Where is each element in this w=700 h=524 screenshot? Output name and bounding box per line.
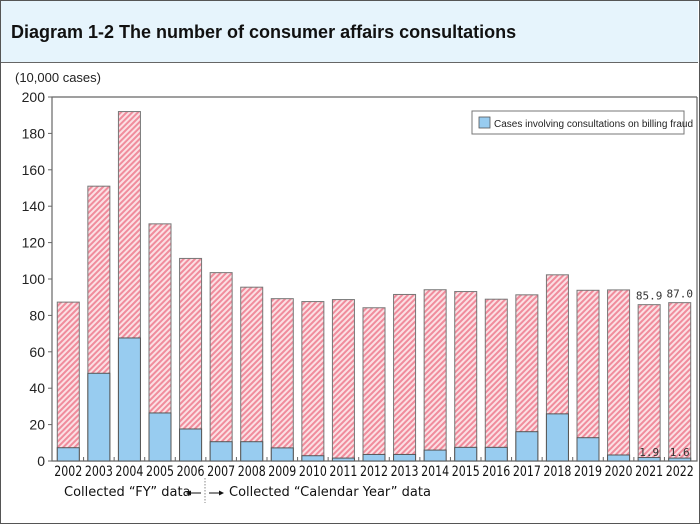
legend-box xyxy=(471,110,685,135)
bar-total-2002 xyxy=(56,301,80,462)
bar-total-2020 xyxy=(607,289,631,462)
x-tick-label: 2002 xyxy=(54,464,82,480)
x-tick-label: 2005 xyxy=(146,464,174,480)
bar-billing-fraud-2002 xyxy=(56,447,80,462)
bar-billing-fraud-2019 xyxy=(576,437,600,462)
bar-total-2019 xyxy=(576,289,600,462)
x-tick-label: 2006 xyxy=(177,464,205,480)
bar-billing-fraud-2017 xyxy=(515,431,539,462)
bar-total-2021 xyxy=(637,304,661,462)
bar-total-2013 xyxy=(393,293,417,462)
x-tick-label: 2007 xyxy=(207,464,235,480)
y-tick-label: 200 xyxy=(22,89,46,105)
chart-title: Diagram 1-2 The number of consumer affai… xyxy=(11,22,517,42)
calendar-year-data-note: Collected “Calendar Year” data xyxy=(229,485,431,500)
bar-total-2008 xyxy=(240,286,264,462)
x-tick-label: 2022 xyxy=(666,464,694,480)
bar-billing-fraud-2016 xyxy=(484,446,508,462)
x-tick-label: 2015 xyxy=(452,464,480,480)
fy-data-note: Collected “FY” data xyxy=(64,485,191,500)
bar-billing-fraud-2012 xyxy=(362,453,386,462)
data-label-total-2021: 85.9 xyxy=(636,290,663,303)
bar-billing-fraud-2020 xyxy=(607,454,631,462)
x-tick-label: 2017 xyxy=(513,464,541,480)
x-tick-label: 2004 xyxy=(115,464,143,480)
bar-total-2012 xyxy=(362,307,386,462)
x-tick-label: 2019 xyxy=(574,464,602,480)
y-tick-label: 120 xyxy=(22,235,46,251)
bar-billing-fraud-2006 xyxy=(179,428,203,462)
y-tick-label: 160 xyxy=(22,162,46,178)
bar-billing-fraud-2003 xyxy=(87,372,111,462)
bar-billing-fraud-2008 xyxy=(240,441,264,462)
x-tick-label: 2008 xyxy=(238,464,266,480)
x-tick-label: 2021 xyxy=(635,464,663,480)
data-label-total-2022: 87.0 xyxy=(666,288,693,301)
y-tick-label: 140 xyxy=(22,198,46,214)
bar-total-2010 xyxy=(301,301,325,462)
arrow-left-icon xyxy=(186,490,201,496)
x-tick-label: 2014 xyxy=(421,464,449,480)
data-label-billing-fraud-2021: 1.9 xyxy=(639,446,659,459)
y-tick-label: 40 xyxy=(29,380,45,396)
y-tick-label: 60 xyxy=(29,344,45,360)
bar-billing-fraud-2022 xyxy=(668,457,692,462)
x-tick-label: 2011 xyxy=(329,464,357,480)
bar-billing-fraud-2013 xyxy=(393,453,417,462)
x-tick-label: 2013 xyxy=(391,464,419,480)
bar-total-2014 xyxy=(423,289,447,462)
bar-billing-fraud-2009 xyxy=(270,447,294,462)
bar-total-2011 xyxy=(331,299,355,462)
bar-total-2016 xyxy=(484,298,508,462)
bar-total-2009 xyxy=(270,298,294,462)
bar-billing-fraud-2004 xyxy=(117,337,141,462)
x-tick-label: 2012 xyxy=(360,464,388,480)
y-tick-label: 80 xyxy=(29,307,45,323)
y-axis-unit-label: (10,000 cases) xyxy=(15,70,101,85)
bar-billing-fraud-2011 xyxy=(331,457,355,462)
x-tick-label: 2010 xyxy=(299,464,327,480)
bar-billing-fraud-2018 xyxy=(545,413,569,462)
bar-billing-fraud-2010 xyxy=(301,455,325,462)
bar-billing-fraud-2014 xyxy=(423,449,447,462)
x-tick-label: 2018 xyxy=(543,464,571,480)
bar-total-2022 xyxy=(668,302,692,462)
data-label-billing-fraud-2022: 1.6 xyxy=(670,446,690,459)
bar-billing-fraud-2021 xyxy=(637,457,661,462)
y-tick-label: 100 xyxy=(22,271,46,287)
bar-billing-fraud-2005 xyxy=(148,412,172,462)
y-tick-label: 180 xyxy=(22,125,46,141)
chart-header: Diagram 1-2 The number of consumer affai… xyxy=(1,1,698,63)
legend: Cases involving consultations on billing… xyxy=(471,110,693,135)
legend-label-billing-fraud: Cases involving consultations on billing… xyxy=(494,119,693,130)
y-tick-label: 0 xyxy=(37,453,45,469)
bar-total-2015 xyxy=(454,291,478,462)
x-tick-label: 2016 xyxy=(482,464,510,480)
x-tick-label: 2009 xyxy=(268,464,296,480)
y-tick-label: 20 xyxy=(29,417,45,433)
x-tick-label: 2003 xyxy=(85,464,113,480)
arrow-right-icon xyxy=(209,490,224,496)
bar-total-2007 xyxy=(209,272,233,462)
x-tick-label: 2020 xyxy=(605,464,633,480)
legend-swatch-billing-fraud xyxy=(478,116,491,129)
bar-billing-fraud-2015 xyxy=(454,446,478,462)
bar-billing-fraud-2007 xyxy=(209,441,233,462)
